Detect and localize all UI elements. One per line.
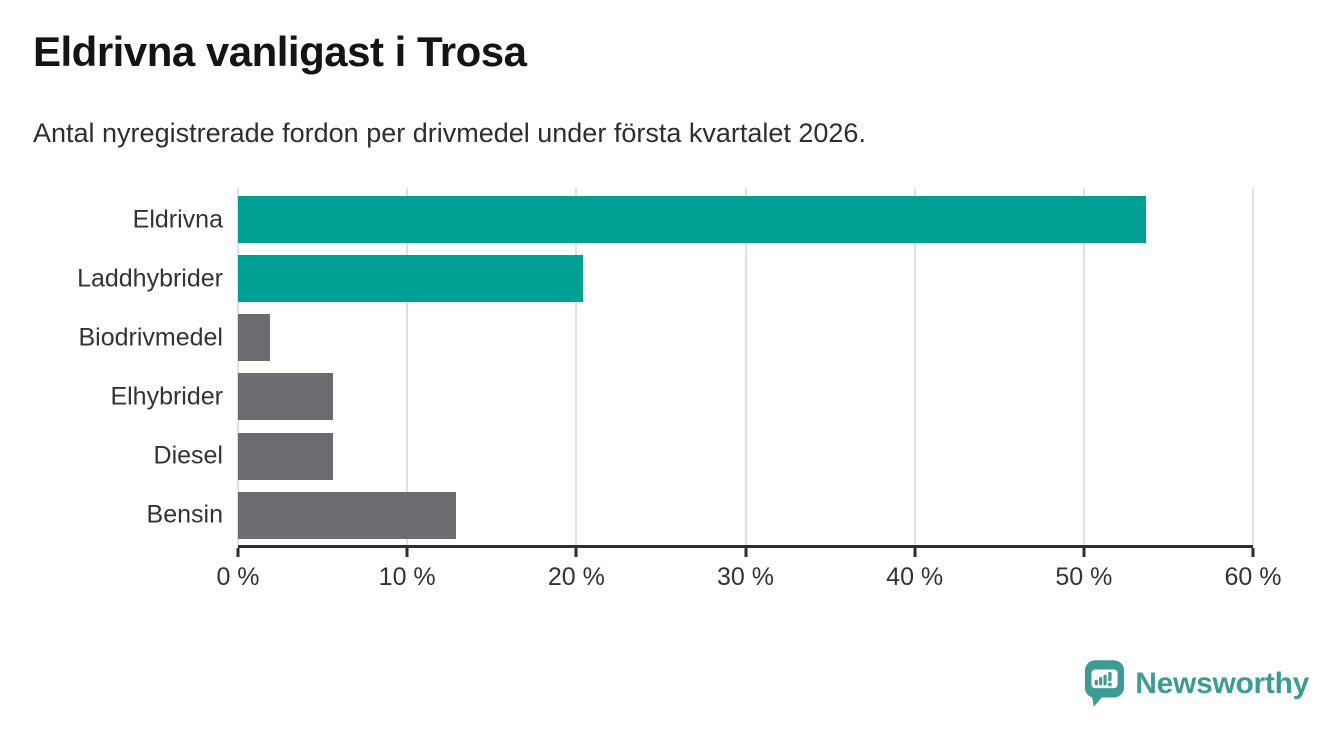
x-tick-50 <box>1082 548 1086 557</box>
bar-row: Diesel <box>154 427 1253 486</box>
bar-bensin <box>238 491 457 539</box>
bar-chart-plot-area: Eldrivna Laddhybrider Biodrivmedel Elhybrid… <box>77 188 1254 545</box>
bar-elhybrider <box>238 373 333 421</box>
chart-subtitle: Antal nyregistrerade fordon per drivmede… <box>33 118 866 148</box>
gridline-60 <box>1252 188 1254 545</box>
category-label-eldrivna: Eldrivna <box>132 205 223 234</box>
x-tick-30 <box>744 548 747 557</box>
bar-laddhybrider <box>238 255 584 303</box>
x-tick-0 <box>236 548 240 557</box>
x-tick-label-0: 0 % <box>216 563 260 591</box>
bar-diesel <box>238 432 333 480</box>
category-label-diesel: Diesel <box>153 441 223 470</box>
gridline-0 <box>237 188 239 545</box>
x-tick-label-50: 50 % <box>1055 563 1113 591</box>
category-label-biodrivmedel: Biodrivmedel <box>78 323 223 352</box>
bar-eldrivna <box>238 196 1147 243</box>
bar-row: Elhybrider <box>110 367 1253 426</box>
x-tick-20 <box>574 548 578 557</box>
gridline-20 <box>575 188 578 545</box>
x-tick-label-20: 20 % <box>547 563 605 591</box>
bar-row: Biodrivmedel <box>78 308 1253 367</box>
bar-row: Eldrivna <box>133 190 1253 249</box>
x-tick-60 <box>1251 548 1255 557</box>
newsworthy-logo-icon <box>1084 659 1125 708</box>
bar-biodrivmedel <box>238 314 271 362</box>
gridline-50 <box>1082 188 1085 545</box>
x-tick-10 <box>405 548 409 557</box>
x-tick-label-60: 60 % <box>1224 563 1282 591</box>
category-label-bensin: Bensin <box>146 500 223 529</box>
brand-footer: Newsworthy <box>1084 659 1309 708</box>
gridline-40 <box>913 188 916 545</box>
category-label-elhybrider: Elhybrider <box>110 382 223 411</box>
x-tick-label-10: 10 % <box>378 563 436 591</box>
x-tick-label-30: 30 % <box>717 563 774 591</box>
x-tick-40 <box>913 548 917 557</box>
bar-row: Bensin <box>147 486 1253 545</box>
category-label-laddhybrider: Laddhybrider <box>77 264 223 293</box>
x-tick-label-40: 40 % <box>886 563 944 591</box>
gridline-10 <box>406 188 409 545</box>
brand-name: Newsworthy <box>1135 666 1309 700</box>
chart-title: Eldrivna vanligast i Trosa <box>33 28 527 75</box>
bar-row: Laddhybrider <box>77 249 1253 308</box>
x-axis: 0 % 10 % 20 % 30 % 40 % 50 % 60 % <box>216 545 1281 593</box>
gridline-30 <box>744 188 747 545</box>
